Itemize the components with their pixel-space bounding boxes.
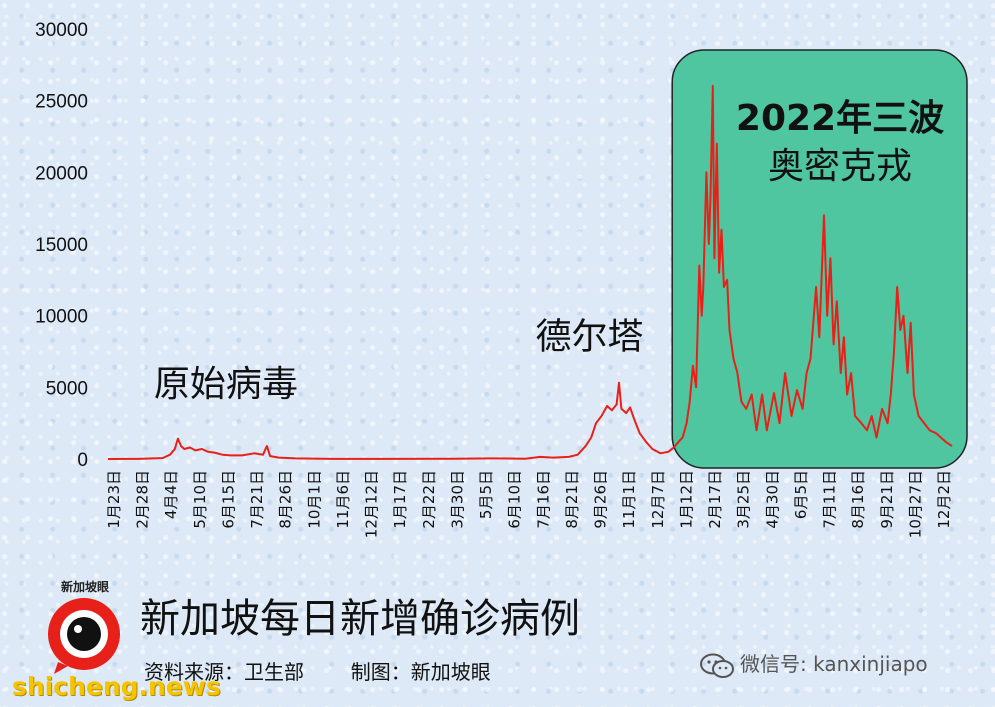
x-tick-label: 12月12日 [363, 470, 381, 538]
x-tick-label: 12月7日 [649, 470, 667, 529]
x-axis: 1月23日 2月28日 4月4日 5月10日 6月15日 7月21日 8月26日 10月1日 1… [105, 470, 953, 538]
logo-text: 新加坡眼 [60, 580, 109, 594]
y-tick-label: 10000 [35, 307, 88, 328]
x-tick-label: 11月1日 [620, 470, 638, 529]
x-tick-label: 2月17日 [706, 470, 724, 529]
annotation-omicron-line2: 奥密克戎 [768, 146, 912, 187]
x-tick-label: 6月10日 [506, 470, 524, 529]
x-tick-label: 8月26日 [277, 470, 295, 529]
y-tick-label: 15000 [35, 235, 88, 256]
y-axis: 0 5000 10000 15000 20000 25000 30000 [35, 20, 88, 471]
annotation-omicron-line1: 2022年三波 [736, 98, 944, 139]
x-tick-label: 2月28日 [134, 470, 152, 529]
x-tick-label: 3月25日 [735, 470, 753, 529]
y-tick-label: 25000 [35, 92, 88, 113]
x-tick-label: 1月12日 [677, 470, 695, 529]
x-tick-label: 6月15日 [219, 470, 237, 529]
source-text: 资料来源：卫生部 [144, 660, 304, 684]
x-tick-label: 10月1日 [305, 470, 323, 529]
y-tick-label: 30000 [35, 20, 88, 41]
x-tick-label: 8月16日 [849, 470, 867, 529]
x-tick-label: 12月2日 [935, 470, 953, 529]
x-tick-label: 10月27日 [906, 470, 924, 538]
annotation-original-virus: 原始病毒 [154, 364, 298, 405]
x-tick-label: 3月30日 [448, 470, 466, 529]
x-tick-label: 5月5日 [477, 470, 495, 519]
x-tick-label: 9月21日 [878, 470, 896, 529]
annotation-delta: 德尔塔 [535, 317, 643, 358]
y-tick-label: 0 [77, 450, 88, 471]
eye-logo-icon [48, 598, 120, 674]
wechat-badge: 微信号: kanxinjiapo [700, 648, 928, 679]
x-tick-label: 4月30日 [763, 470, 781, 529]
credit-text: 制图：新加坡眼 [350, 660, 491, 684]
x-tick-label: 1月23日 [105, 470, 123, 529]
x-tick-label: 7月11日 [821, 470, 839, 529]
wechat-icon [700, 653, 734, 678]
x-tick-label: 7月21日 [248, 470, 266, 529]
x-tick-label: 2月22日 [420, 470, 438, 529]
chart: 0 5000 10000 15000 20000 25000 30000 1月23日 2月28… [35, 20, 968, 538]
x-tick-label: 8月21日 [563, 470, 581, 529]
y-tick-label: 20000 [35, 163, 88, 184]
daily-cases-line [107, 84, 953, 460]
site-watermark: shicheng.news [12, 672, 221, 701]
x-tick-label: 5月10日 [191, 470, 209, 529]
chart-title: 新加坡每日新增确诊病例 [140, 596, 580, 642]
x-tick-label: 11月6日 [334, 470, 352, 529]
x-tick-label: 4月4日 [162, 470, 180, 519]
y-tick-label: 5000 [46, 378, 88, 399]
source-line: 资料来源：卫生部 制图：新加坡眼 [144, 656, 491, 685]
x-tick-label: 6月5日 [792, 470, 810, 519]
x-tick-label: 9月26日 [592, 470, 610, 529]
x-tick-label: 1月17日 [391, 470, 409, 529]
x-tick-label: 7月16日 [534, 470, 552, 529]
wechat-label: 微信号: kanxinjiapo [740, 652, 928, 676]
